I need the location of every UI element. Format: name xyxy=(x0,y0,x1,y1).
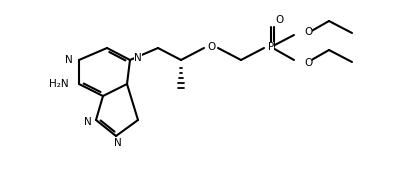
Text: O: O xyxy=(304,27,312,37)
Text: O: O xyxy=(275,15,283,25)
Text: O: O xyxy=(207,42,215,52)
Text: N: N xyxy=(134,53,142,63)
Text: N: N xyxy=(65,55,73,65)
Text: O: O xyxy=(304,58,312,68)
Text: N: N xyxy=(84,117,92,127)
Text: P: P xyxy=(268,42,274,52)
Text: H₂N: H₂N xyxy=(49,79,69,89)
Text: N: N xyxy=(114,138,122,148)
